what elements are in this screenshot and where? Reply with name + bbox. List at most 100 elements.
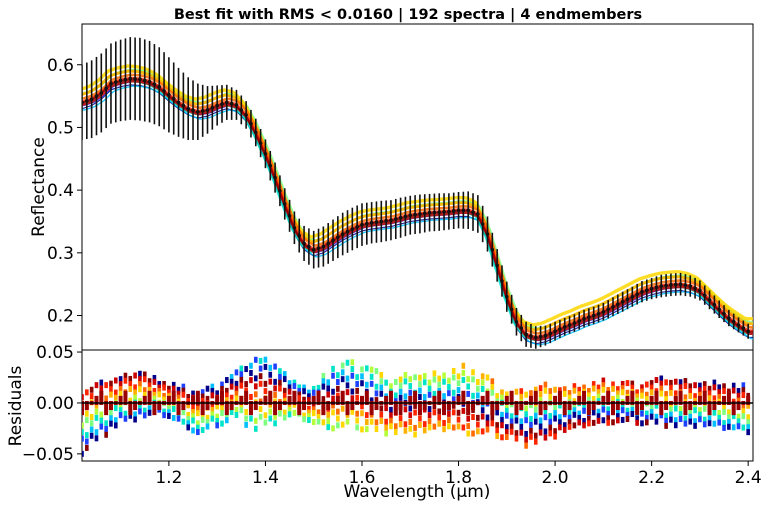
residual-marker bbox=[432, 370, 437, 377]
residual-marker bbox=[273, 385, 277, 392]
residual-bar bbox=[84, 400, 89, 411]
residual-marker bbox=[307, 393, 311, 400]
x-tick-label: 1.4 bbox=[252, 468, 279, 488]
residual-marker bbox=[476, 421, 480, 428]
residual-bar bbox=[369, 400, 374, 416]
residual-marker bbox=[466, 415, 470, 422]
reference-point bbox=[287, 214, 292, 218]
residual-marker bbox=[529, 390, 533, 397]
residual-marker bbox=[369, 373, 374, 380]
residual-bar bbox=[229, 400, 234, 411]
residual-marker bbox=[693, 397, 697, 404]
residual-bar bbox=[133, 400, 138, 411]
residual-marker bbox=[451, 402, 456, 409]
residual-marker bbox=[741, 424, 746, 431]
residual-marker bbox=[113, 417, 118, 424]
residual-marker bbox=[664, 422, 668, 429]
reference-point bbox=[500, 279, 504, 283]
residual-bar bbox=[128, 400, 133, 416]
residual-marker bbox=[225, 392, 229, 399]
residual-marker bbox=[336, 385, 340, 392]
residual-marker bbox=[196, 424, 200, 431]
residual-marker bbox=[649, 409, 654, 416]
residual-marker bbox=[258, 413, 263, 420]
residual-marker bbox=[620, 380, 625, 387]
residual-marker bbox=[741, 382, 746, 389]
reference-point bbox=[741, 326, 746, 330]
residual-bar bbox=[388, 390, 393, 405]
residual-marker bbox=[393, 423, 398, 430]
residual-marker bbox=[307, 413, 311, 420]
reference-point bbox=[82, 100, 84, 105]
residual-marker bbox=[582, 384, 586, 391]
residual-marker bbox=[746, 419, 750, 426]
residual-marker bbox=[505, 433, 509, 440]
residual-marker bbox=[282, 392, 287, 399]
residual-marker bbox=[451, 374, 456, 381]
residual-marker bbox=[591, 385, 596, 392]
residual-marker bbox=[722, 420, 726, 427]
residual-marker bbox=[625, 411, 630, 418]
residual-marker bbox=[591, 419, 596, 426]
residual-marker bbox=[567, 423, 572, 430]
residual-marker bbox=[654, 418, 659, 425]
reference-point bbox=[567, 323, 572, 327]
residual-marker bbox=[336, 422, 340, 429]
residual-marker bbox=[345, 389, 350, 396]
residual-marker bbox=[249, 377, 253, 384]
residual-bar bbox=[292, 390, 297, 405]
reference-point bbox=[152, 82, 157, 86]
residual-marker bbox=[418, 381, 422, 388]
reference-point bbox=[529, 334, 533, 338]
reference-point bbox=[664, 283, 668, 288]
residual-marker bbox=[490, 420, 495, 427]
residual-marker bbox=[302, 388, 306, 395]
residual-marker bbox=[321, 372, 326, 379]
reference-point bbox=[673, 282, 678, 287]
residual-marker bbox=[524, 405, 528, 412]
residual-marker bbox=[500, 434, 504, 441]
residual-marker bbox=[336, 379, 340, 386]
residual-marker bbox=[389, 412, 393, 419]
residual-marker bbox=[500, 417, 504, 424]
residual-marker bbox=[514, 388, 519, 395]
reference-point bbox=[89, 97, 94, 102]
reference-point bbox=[456, 208, 461, 212]
residual-marker bbox=[620, 385, 625, 392]
top-y-axis-label: Reflectance bbox=[29, 137, 49, 237]
residual-marker bbox=[311, 402, 316, 409]
residual-marker bbox=[162, 396, 166, 403]
residual-marker bbox=[302, 416, 306, 423]
residual-marker bbox=[567, 410, 572, 417]
residual-marker bbox=[379, 411, 384, 418]
residual-marker bbox=[215, 403, 219, 410]
residual-marker bbox=[427, 418, 432, 425]
residual-bar bbox=[340, 390, 345, 405]
residual-marker bbox=[365, 426, 369, 433]
residual-marker bbox=[186, 424, 191, 431]
residual-marker bbox=[669, 406, 673, 413]
residual-marker bbox=[456, 380, 461, 387]
residual-marker bbox=[442, 378, 446, 385]
residual-marker bbox=[476, 414, 480, 421]
residual-marker bbox=[669, 389, 673, 396]
residual-marker bbox=[331, 388, 335, 395]
residual-marker bbox=[162, 392, 166, 399]
residual-marker bbox=[717, 409, 722, 416]
residual-marker bbox=[273, 363, 277, 370]
residual-marker bbox=[741, 392, 746, 399]
residual-marker bbox=[529, 427, 533, 434]
residual-bar bbox=[591, 400, 596, 411]
residual-marker bbox=[562, 422, 567, 429]
residual-marker bbox=[162, 384, 166, 391]
residual-marker bbox=[702, 416, 707, 423]
residual-marker bbox=[176, 394, 181, 401]
residual-marker bbox=[495, 427, 499, 434]
residual-marker bbox=[331, 409, 335, 416]
residual-marker bbox=[466, 383, 470, 390]
residual-marker bbox=[698, 416, 702, 423]
residual-marker bbox=[611, 381, 615, 388]
residual-marker bbox=[490, 378, 495, 385]
residual-marker bbox=[616, 386, 620, 393]
